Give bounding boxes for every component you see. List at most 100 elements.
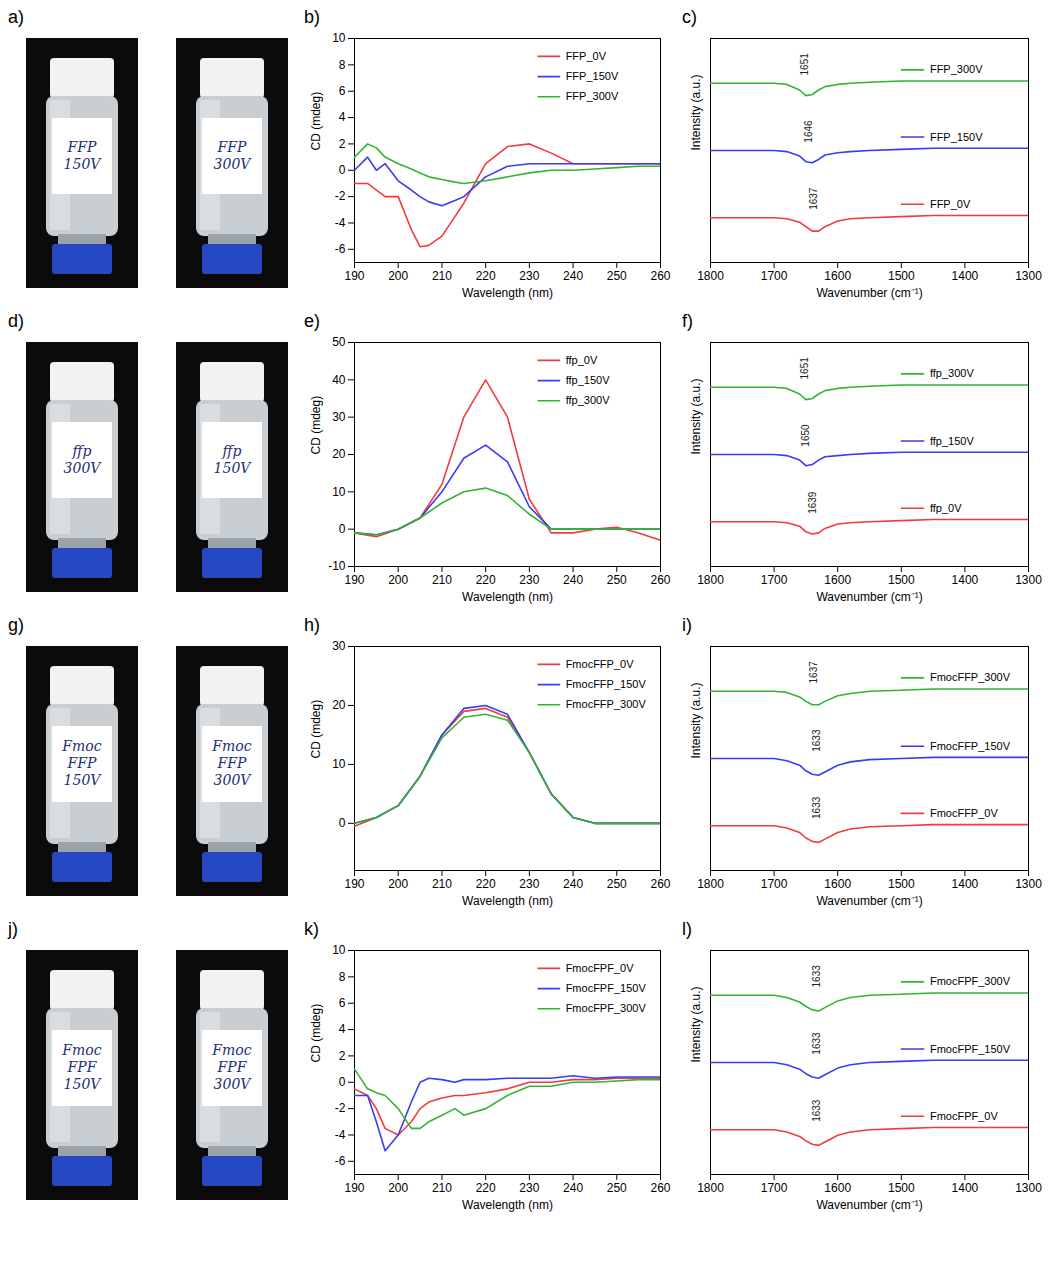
svg-text:210: 210 bbox=[432, 573, 452, 587]
svg-text:1700: 1700 bbox=[761, 1181, 788, 1195]
svg-text:1300: 1300 bbox=[1015, 573, 1042, 587]
svg-text:FmocFPF_0V: FmocFPF_0V bbox=[566, 962, 635, 974]
svg-text:220: 220 bbox=[476, 1181, 496, 1195]
svg-text:30: 30 bbox=[332, 639, 346, 653]
svg-text:190: 190 bbox=[344, 573, 364, 587]
svg-text:FmocFFP_150V: FmocFFP_150V bbox=[566, 678, 647, 690]
svg-text:1300: 1300 bbox=[1015, 1181, 1042, 1195]
svg-text:Fmoc: Fmoc bbox=[61, 1042, 101, 1058]
svg-text:FFP_300V: FFP_300V bbox=[930, 63, 983, 75]
svg-text:0: 0 bbox=[339, 816, 346, 830]
svg-text:ffp_300V: ffp_300V bbox=[930, 367, 975, 379]
svg-text:1600: 1600 bbox=[824, 269, 851, 283]
svg-text:FmocFFP_0V: FmocFFP_0V bbox=[930, 807, 999, 819]
svg-text:210: 210 bbox=[432, 877, 452, 891]
svg-text:1600: 1600 bbox=[824, 573, 851, 587]
svg-text:Intensity (a.u.): Intensity (a.u.) bbox=[689, 378, 703, 454]
svg-text:FFP: FFP bbox=[217, 139, 247, 155]
svg-text:200: 200 bbox=[388, 269, 408, 283]
svg-text:Intensity (a.u.): Intensity (a.u.) bbox=[689, 74, 703, 150]
svg-text:150V: 150V bbox=[64, 1076, 103, 1092]
svg-text:1800: 1800 bbox=[697, 573, 724, 587]
svg-text:10: 10 bbox=[332, 485, 346, 499]
svg-text:FFP: FFP bbox=[67, 755, 97, 771]
svg-text:20: 20 bbox=[332, 698, 346, 712]
svg-text:40: 40 bbox=[332, 373, 346, 387]
svg-text:FmocFFP_150V: FmocFFP_150V bbox=[930, 740, 1011, 752]
svg-text:Wavelength (nm): Wavelength (nm) bbox=[462, 1198, 553, 1212]
svg-text:CD (mdeg): CD (mdeg) bbox=[309, 92, 323, 151]
svg-text:230: 230 bbox=[519, 877, 539, 891]
svg-text:260: 260 bbox=[650, 269, 670, 283]
svg-text:1700: 1700 bbox=[761, 573, 788, 587]
svg-text:1800: 1800 bbox=[697, 269, 724, 283]
svg-text:230: 230 bbox=[519, 1181, 539, 1195]
svg-text:2: 2 bbox=[339, 1049, 346, 1063]
svg-text:260: 260 bbox=[650, 573, 670, 587]
svg-text:-6: -6 bbox=[335, 1154, 346, 1168]
svg-text:1400: 1400 bbox=[952, 269, 979, 283]
svg-text:1633: 1633 bbox=[811, 965, 822, 988]
svg-text:1646: 1646 bbox=[803, 120, 814, 143]
svg-text:-10: -10 bbox=[328, 559, 346, 573]
svg-text:ffp: ffp bbox=[222, 443, 242, 459]
svg-text:Intensity (a.u.): Intensity (a.u.) bbox=[689, 682, 703, 758]
svg-text:FmocFPF_150V: FmocFPF_150V bbox=[566, 982, 647, 994]
svg-text:FmocFPF_300V: FmocFPF_300V bbox=[930, 975, 1011, 987]
svg-text:1633: 1633 bbox=[811, 729, 822, 752]
svg-text:300V: 300V bbox=[214, 156, 253, 172]
svg-text:150V: 150V bbox=[64, 156, 103, 172]
svg-text:260: 260 bbox=[650, 877, 670, 891]
svg-text:1633: 1633 bbox=[811, 796, 822, 819]
svg-text:ffp_300V: ffp_300V bbox=[566, 394, 611, 406]
svg-text:240: 240 bbox=[563, 1181, 583, 1195]
svg-text:0: 0 bbox=[339, 522, 346, 536]
svg-text:260: 260 bbox=[650, 1181, 670, 1195]
svg-text:50: 50 bbox=[332, 335, 346, 349]
svg-text:230: 230 bbox=[519, 573, 539, 587]
svg-text:ffp_150V: ffp_150V bbox=[566, 374, 611, 386]
svg-text:220: 220 bbox=[476, 269, 496, 283]
svg-text:1400: 1400 bbox=[952, 573, 979, 587]
svg-text:150V: 150V bbox=[214, 460, 253, 476]
svg-text:Wavenumber (cm⁻¹): Wavenumber (cm⁻¹) bbox=[816, 286, 922, 300]
svg-text:1500: 1500 bbox=[888, 573, 915, 587]
svg-text:1600: 1600 bbox=[824, 1181, 851, 1195]
svg-text:Fmoc: Fmoc bbox=[61, 738, 101, 754]
svg-text:20: 20 bbox=[332, 447, 346, 461]
svg-text:250: 250 bbox=[607, 269, 627, 283]
svg-text:Fmoc: Fmoc bbox=[211, 738, 251, 754]
svg-text:FFP: FFP bbox=[67, 139, 97, 155]
svg-text:150V: 150V bbox=[64, 772, 103, 788]
svg-text:FFP_0V: FFP_0V bbox=[930, 198, 971, 210]
svg-text:230: 230 bbox=[519, 269, 539, 283]
svg-text:250: 250 bbox=[607, 1181, 627, 1195]
svg-text:-2: -2 bbox=[335, 1101, 346, 1115]
svg-text:10: 10 bbox=[332, 31, 346, 45]
svg-text:FPF: FPF bbox=[67, 1059, 98, 1075]
svg-text:Fmoc: Fmoc bbox=[211, 1042, 251, 1058]
svg-text:1800: 1800 bbox=[697, 877, 724, 891]
svg-text:250: 250 bbox=[607, 573, 627, 587]
svg-text:210: 210 bbox=[432, 269, 452, 283]
svg-text:1651: 1651 bbox=[799, 357, 810, 380]
svg-text:8: 8 bbox=[339, 58, 346, 72]
svg-text:Wavelength (nm): Wavelength (nm) bbox=[462, 894, 553, 908]
svg-text:CD (mdeg): CD (mdeg) bbox=[309, 396, 323, 455]
svg-text:1500: 1500 bbox=[888, 877, 915, 891]
svg-text:6: 6 bbox=[339, 84, 346, 98]
svg-text:2: 2 bbox=[339, 137, 346, 151]
svg-text:ffp_0V: ffp_0V bbox=[930, 502, 962, 514]
svg-text:240: 240 bbox=[563, 573, 583, 587]
svg-text:190: 190 bbox=[344, 877, 364, 891]
svg-text:240: 240 bbox=[563, 877, 583, 891]
svg-text:CD (mdeg): CD (mdeg) bbox=[309, 700, 323, 759]
svg-text:1300: 1300 bbox=[1015, 877, 1042, 891]
svg-text:Wavenumber (cm⁻¹): Wavenumber (cm⁻¹) bbox=[816, 590, 922, 604]
svg-text:FFP_300V: FFP_300V bbox=[566, 90, 619, 102]
svg-text:1651: 1651 bbox=[799, 53, 810, 76]
svg-text:ffp_150V: ffp_150V bbox=[930, 435, 975, 447]
svg-text:220: 220 bbox=[476, 877, 496, 891]
svg-text:1800: 1800 bbox=[697, 1181, 724, 1195]
svg-text:1600: 1600 bbox=[824, 877, 851, 891]
